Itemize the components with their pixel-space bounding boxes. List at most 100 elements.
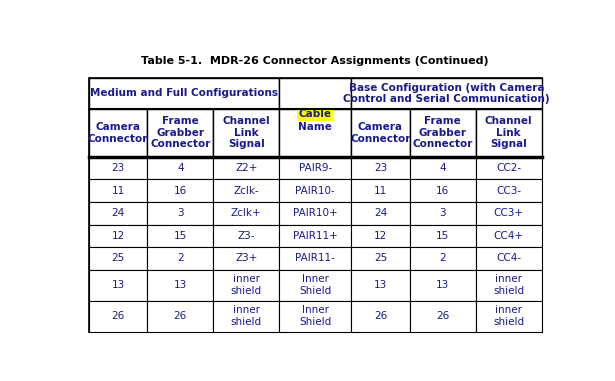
Bar: [279, 157, 351, 179]
Bar: [475, 301, 542, 332]
Text: 2: 2: [439, 253, 446, 264]
Bar: [351, 270, 410, 301]
Text: Zclk+: Zclk+: [231, 208, 261, 218]
Bar: [148, 301, 213, 332]
Text: Name: Name: [298, 122, 332, 131]
Bar: [475, 109, 542, 157]
Bar: [148, 247, 213, 270]
Bar: [410, 179, 475, 202]
Bar: [213, 270, 279, 301]
Text: Camera
Connector: Camera Connector: [88, 122, 148, 144]
Text: Inner
Shield: Inner Shield: [299, 306, 331, 327]
Text: 26: 26: [374, 311, 387, 321]
Bar: [89, 78, 542, 332]
Text: PAIR9-: PAIR9-: [298, 163, 332, 173]
Bar: [279, 247, 351, 270]
Text: 26: 26: [111, 311, 125, 321]
Text: Channel
Link
Signal: Channel Link Signal: [485, 116, 533, 149]
Text: 13: 13: [111, 280, 125, 290]
Text: Base Configuration (with Camera
Control and Serial Communication): Base Configuration (with Camera Control …: [343, 83, 550, 104]
Text: 13: 13: [436, 280, 450, 290]
Bar: [279, 224, 351, 247]
Bar: [148, 179, 213, 202]
Bar: [351, 247, 410, 270]
Bar: [410, 224, 475, 247]
Text: 11: 11: [374, 186, 387, 195]
Text: CC3-: CC3-: [496, 186, 521, 195]
Text: PAIR11-: PAIR11-: [295, 253, 335, 264]
Text: CC4+: CC4+: [494, 231, 523, 241]
Text: 23: 23: [374, 163, 387, 173]
Bar: [351, 78, 542, 109]
Bar: [351, 301, 410, 332]
Bar: [213, 224, 279, 247]
Bar: [89, 179, 148, 202]
Bar: [213, 109, 279, 157]
Text: 12: 12: [111, 231, 125, 241]
Text: Frame
Grabber
Connector: Frame Grabber Connector: [413, 116, 473, 149]
Text: 24: 24: [374, 208, 387, 218]
Bar: [279, 301, 351, 332]
Text: CC2-: CC2-: [496, 163, 521, 173]
Text: 4: 4: [439, 163, 446, 173]
Bar: [475, 179, 542, 202]
Bar: [410, 270, 475, 301]
Bar: [410, 109, 475, 157]
Text: 26: 26: [173, 311, 187, 321]
Text: inner
shield: inner shield: [493, 274, 524, 296]
Bar: [475, 247, 542, 270]
Text: 16: 16: [173, 186, 187, 195]
Bar: [351, 179, 410, 202]
Bar: [279, 78, 351, 109]
Text: 4: 4: [177, 163, 184, 173]
Bar: [89, 78, 279, 109]
Text: inner
shield: inner shield: [231, 274, 262, 296]
Bar: [148, 202, 213, 224]
Bar: [89, 224, 148, 247]
Bar: [148, 157, 213, 179]
Bar: [213, 247, 279, 270]
Text: Medium and Full Configurations: Medium and Full Configurations: [90, 88, 278, 98]
Text: PAIR10-: PAIR10-: [295, 186, 335, 195]
Bar: [213, 301, 279, 332]
Text: 11: 11: [111, 186, 125, 195]
Bar: [279, 109, 351, 157]
Bar: [89, 301, 148, 332]
Bar: [279, 202, 351, 224]
Text: inner
shield: inner shield: [493, 306, 524, 327]
Text: 13: 13: [374, 280, 387, 290]
Text: 13: 13: [173, 280, 187, 290]
Bar: [148, 109, 213, 157]
Text: 15: 15: [173, 231, 187, 241]
Text: 25: 25: [374, 253, 387, 264]
Bar: [475, 157, 542, 179]
Text: Cable: Cable: [299, 109, 331, 119]
Text: PAIR11+: PAIR11+: [293, 231, 338, 241]
Text: 25: 25: [111, 253, 125, 264]
Bar: [89, 157, 148, 179]
Bar: [475, 224, 542, 247]
Text: 12: 12: [374, 231, 387, 241]
Text: inner
shield: inner shield: [231, 306, 262, 327]
Text: 16: 16: [436, 186, 450, 195]
Bar: [89, 109, 148, 157]
Bar: [351, 224, 410, 247]
Bar: [475, 202, 542, 224]
Text: Z3-: Z3-: [237, 231, 255, 241]
Text: 2: 2: [177, 253, 184, 264]
Text: 24: 24: [111, 208, 125, 218]
Bar: [89, 202, 148, 224]
Text: Table 5-1.  MDR-26 Connector Assignments (Continued): Table 5-1. MDR-26 Connector Assignments …: [141, 56, 489, 66]
Text: 23: 23: [111, 163, 125, 173]
Bar: [148, 270, 213, 301]
Bar: [351, 202, 410, 224]
Text: Frame
Grabber
Connector: Frame Grabber Connector: [150, 116, 210, 149]
Text: CC4-: CC4-: [496, 253, 521, 264]
Bar: [213, 157, 279, 179]
Bar: [213, 202, 279, 224]
Bar: [410, 202, 475, 224]
Bar: [351, 109, 410, 157]
Bar: [89, 247, 148, 270]
Bar: [89, 270, 148, 301]
Bar: [279, 179, 351, 202]
